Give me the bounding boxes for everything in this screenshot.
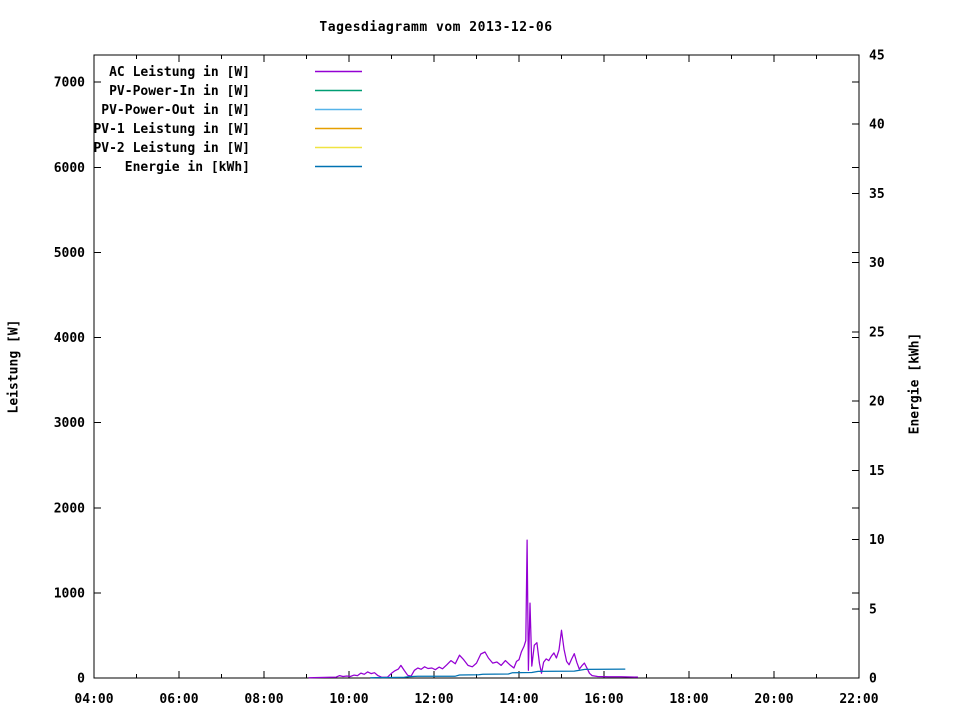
y2-tick-label: 40 <box>869 118 885 133</box>
y2-tick-label: 25 <box>869 325 885 340</box>
legend-label: PV-1 Leistung in [W] <box>93 122 250 137</box>
y-tick-label: 2000 <box>54 501 85 516</box>
x-tick-label: 06:00 <box>159 692 198 707</box>
x-tick-label: 14:00 <box>499 692 538 707</box>
series-line-ac-leistung-in-w <box>308 539 639 679</box>
y2-tick-label: 20 <box>869 395 885 410</box>
y-tick-label: 0 <box>77 672 85 687</box>
y2-tick-label: 35 <box>869 187 885 202</box>
y2-tick-label: 45 <box>869 49 885 64</box>
y2-tick-label: 30 <box>869 256 885 271</box>
y-tick-label: 7000 <box>54 76 85 91</box>
x-tick-label: 04:00 <box>74 692 113 707</box>
y-tick-label: 6000 <box>54 161 85 176</box>
chart-title: Tagesdiagramm vom 2013-12-06 <box>319 20 553 35</box>
x-tick-label: 12:00 <box>414 692 453 707</box>
y-tick-label: 5000 <box>54 246 85 261</box>
y-tick-label: 3000 <box>54 416 85 431</box>
legend-label: PV-Power-Out in [W] <box>101 103 250 118</box>
y-tick-label: 1000 <box>54 586 85 601</box>
y2-tick-label: 0 <box>869 672 877 687</box>
y-tick-label: 4000 <box>54 331 85 346</box>
y2-tick-label: 10 <box>869 533 885 548</box>
legend-label: AC Leistung in [W] <box>109 65 250 80</box>
legend-label: PV-Power-In in [W] <box>109 84 250 99</box>
x-tick-label: 16:00 <box>584 692 623 707</box>
series-line-energie-in-kwh <box>370 668 626 679</box>
x-tick-label: 22:00 <box>839 692 878 707</box>
x-tick-label: 18:00 <box>669 692 708 707</box>
legend-label: PV-2 Leistung in [W] <box>93 141 250 156</box>
legend-label: Energie in [kWh] <box>125 160 250 175</box>
x-tick-label: 20:00 <box>754 692 793 707</box>
y2-tick-label: 5 <box>869 602 877 617</box>
y2-tick-label: 15 <box>869 464 885 479</box>
x-tick-label: 08:00 <box>244 692 283 707</box>
x-tick-label: 10:00 <box>329 692 368 707</box>
